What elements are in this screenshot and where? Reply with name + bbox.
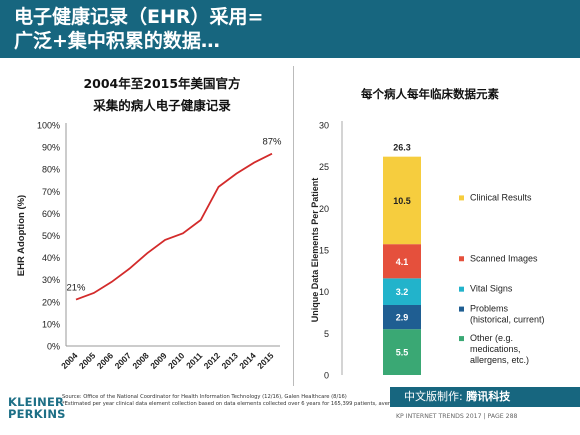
logo-line1: KLEINER <box>8 395 65 409</box>
legend-swatch <box>459 336 464 342</box>
bar-segment <box>383 278 421 305</box>
header-banner: 电子健康记录（EHR）采用= 广泛+集中积累的数据… <box>0 0 580 58</box>
legend-swatch <box>459 195 464 201</box>
y-tick-label: 100% <box>37 121 60 131</box>
segment-label: 4.1 <box>396 257 409 267</box>
source-line2: *Estimated per year clinical data elemen… <box>62 400 426 407</box>
bar-segment <box>383 329 421 375</box>
y-tick-label: 0 <box>324 371 329 381</box>
footer-source: Source: Office of the National Coordinat… <box>62 394 425 407</box>
kleiner-perkins-logo: KLEINER PERKINS <box>8 396 66 420</box>
y-tick-label: 30 <box>319 121 329 131</box>
left-chart-title-line2: 采集的病人电子健康记录 <box>93 98 231 113</box>
y-tick-label: 50% <box>42 231 60 241</box>
cn-credit-brand: 腾讯科技 <box>466 390 511 403</box>
legend-swatch <box>459 286 464 292</box>
y-tick-label: 15 <box>319 246 329 256</box>
segment-label: 2.9 <box>396 313 409 323</box>
left-chart-title-line1: 2004年至2015年美国官方 <box>83 76 241 91</box>
segment-label: 5.5 <box>396 348 409 358</box>
segment-label: 3.2 <box>396 287 409 297</box>
legend-swatch <box>459 256 464 262</box>
data-label: 87% <box>262 137 282 148</box>
cn-credit-label: 中文版制作: <box>404 390 467 403</box>
y-tick-label: 90% <box>42 143 60 153</box>
legend-label: Problems <box>470 304 509 314</box>
page-title-line2: 广泛+集中积累的数据… <box>14 30 220 52</box>
chinese-credit-bar: 中文版制作: 腾讯科技 <box>390 387 580 407</box>
page-title-line1: 电子健康记录（EHR）采用= <box>14 6 264 28</box>
page-footer-trends: KP INTERNET TRENDS 2017 | PAGE 288 <box>396 413 518 420</box>
y-axis-label: EHR Adoption (%) <box>16 195 27 276</box>
chart-divider <box>293 66 294 386</box>
legend-label: (historical, current) <box>470 315 545 325</box>
y-tick-label: 30% <box>42 275 60 285</box>
series-line <box>75 152 273 301</box>
y-tick-label: 80% <box>42 165 60 175</box>
y-tick-label: 20 <box>319 204 329 214</box>
bar-segment <box>383 305 421 330</box>
data-label: 21% <box>66 283 86 294</box>
y-tick-label: 0% <box>47 342 60 352</box>
logo-line2: PERKINS <box>8 407 66 421</box>
legend-label: Vital Signs <box>470 284 513 294</box>
legend-label: allergens, etc.) <box>470 355 529 365</box>
legend-label: Scanned Images <box>470 253 538 263</box>
y-tick-label: 20% <box>42 297 60 307</box>
segment-label: 10.5 <box>393 196 411 206</box>
y-tick-label: 25 <box>319 162 329 172</box>
y-tick-label: 60% <box>42 209 60 219</box>
legend-label: medications, <box>470 344 521 354</box>
y-tick-label: 5 <box>324 329 329 339</box>
source-line1: Source: Office of the National Coordinat… <box>62 394 347 400</box>
total-label: 26.3 <box>393 143 411 153</box>
bar-segment <box>383 244 421 279</box>
bar-segment <box>383 156 421 245</box>
y-axis-label: Unique Data Elements Per Patient <box>310 178 320 323</box>
legend-label: Clinical Results <box>470 192 532 202</box>
y-tick-label: 40% <box>42 253 60 263</box>
y-tick-label: 70% <box>42 187 60 197</box>
legend-label: Other (e.g. <box>470 333 513 343</box>
y-tick-label: 10% <box>42 319 60 329</box>
legend-swatch <box>459 306 464 312</box>
y-tick-label: 10 <box>319 287 329 297</box>
right-chart-title: 每个病人每年临床数据元素 <box>361 87 499 101</box>
